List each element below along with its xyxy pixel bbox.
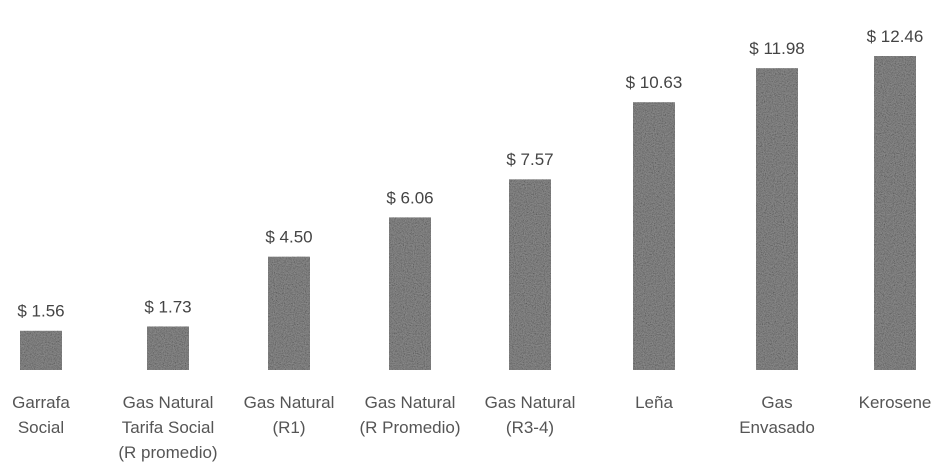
bar-5 [633,102,675,370]
category-label-0-line-1: Social [18,418,64,437]
category-label-1-line-2: (R promedio) [118,443,217,462]
category-label-1-line-1: Tarifa Social [122,418,215,437]
data-label-1: $ 1.73 [144,297,191,316]
category-label-7-line-0: Kerosene [859,393,932,412]
category-label-5-line-0: Leña [635,393,673,412]
bar-0 [20,330,62,370]
data-label-2: $ 4.50 [265,228,312,247]
category-label-1: Gas Natural Tarifa Social (R promedio) [118,393,217,462]
category-label-2-line-1: (R1) [272,418,305,437]
data-label-6: $ 11.98 [749,39,804,58]
category-label-2: Gas Natural (R1) [244,393,335,437]
bar-2 [268,256,310,370]
category-label-6: Gas Envasado [739,393,815,437]
data-label-3: $ 6.06 [386,188,433,207]
data-labels-group: $ 1.56 $ 1.73 $ 4.50 $ 6.06 $ 7.57 $ 10.63 $ 1… [17,27,923,321]
category-label-6-line-0: Gas [761,393,792,412]
bar-3 [389,217,431,370]
category-label-0: Garrafa Social [12,393,70,437]
category-label-0-line-0: Garrafa [12,393,70,412]
category-label-1-line-0: Gas Natural [123,393,214,412]
category-label-3-line-1: (R Promedio) [359,418,460,437]
data-label-0: $ 1.56 [17,302,64,321]
category-label-2-line-0: Gas Natural [244,393,335,412]
category-label-7: Kerosene [859,393,932,412]
data-label-7: $ 12.46 [867,27,924,46]
bar-1 [147,326,189,370]
category-label-5: Leña [635,393,673,412]
bar-7 [874,56,916,370]
category-label-3: Gas Natural (R Promedio) [359,393,460,437]
bars-group [20,56,916,370]
category-label-6-line-1: Envasado [739,418,815,437]
data-label-5: $ 10.63 [626,73,683,92]
category-label-4: Gas Natural (R3-4) [485,393,576,437]
bar-6 [756,68,798,370]
category-label-4-line-0: Gas Natural [485,393,576,412]
bar-4 [509,179,551,370]
category-labels-group: Garrafa Social Gas Natural Tarifa Social (R … [12,393,931,462]
data-label-4: $ 7.57 [506,150,553,169]
category-label-3-line-0: Gas Natural [365,393,456,412]
category-label-4-line-1: (R3-4) [506,418,554,437]
